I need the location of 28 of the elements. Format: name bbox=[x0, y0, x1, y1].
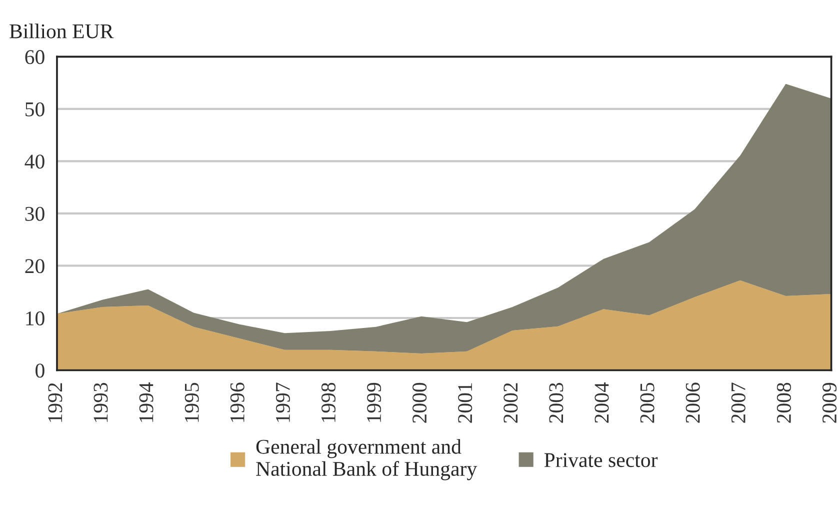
y-tick-label: 60 bbox=[25, 50, 44, 64]
x-tick-label: 1999 bbox=[367, 382, 382, 422]
legend-label: Private sector bbox=[544, 453, 658, 468]
legend-label: General government and National Bank of Hungary bbox=[256, 439, 478, 480]
x-tick-label: 1995 bbox=[184, 382, 199, 422]
y-tick-label: 30 bbox=[25, 206, 44, 221]
x-tick-label: 2007 bbox=[731, 382, 746, 423]
x-tick-label: 1993 bbox=[94, 382, 108, 422]
y-tick-label: 40 bbox=[24, 154, 44, 169]
y-tick-label: 20 bbox=[25, 259, 44, 274]
x-tick-label: 1998 bbox=[321, 382, 336, 422]
x-tick-label: 2001 bbox=[458, 383, 472, 423]
x-tick-label: 2009 bbox=[822, 382, 837, 423]
y-tick-label: 50 bbox=[26, 102, 44, 116]
y-tick-label: 0 bbox=[36, 364, 44, 378]
x-tick-label: 2003 bbox=[549, 382, 564, 423]
x-tick-label: 2008 bbox=[776, 382, 791, 423]
x-tick-label: 2006 bbox=[686, 382, 700, 423]
x-tick-label: 1994 bbox=[139, 382, 154, 422]
y-tick-label: 10 bbox=[26, 311, 44, 326]
x-tick-label: 2004 bbox=[594, 382, 609, 423]
x-tick-label: 2002 bbox=[504, 383, 518, 423]
x-tick-label: 2000 bbox=[412, 382, 427, 423]
x-tick-label: 1992 bbox=[48, 383, 62, 422]
x-tick-label: 2005 bbox=[640, 382, 654, 423]
x-tick-label: 1996 bbox=[230, 382, 244, 422]
y-axis-title: Billion EUR bbox=[10, 24, 114, 38]
x-tick-label: 1997 bbox=[276, 382, 290, 422]
